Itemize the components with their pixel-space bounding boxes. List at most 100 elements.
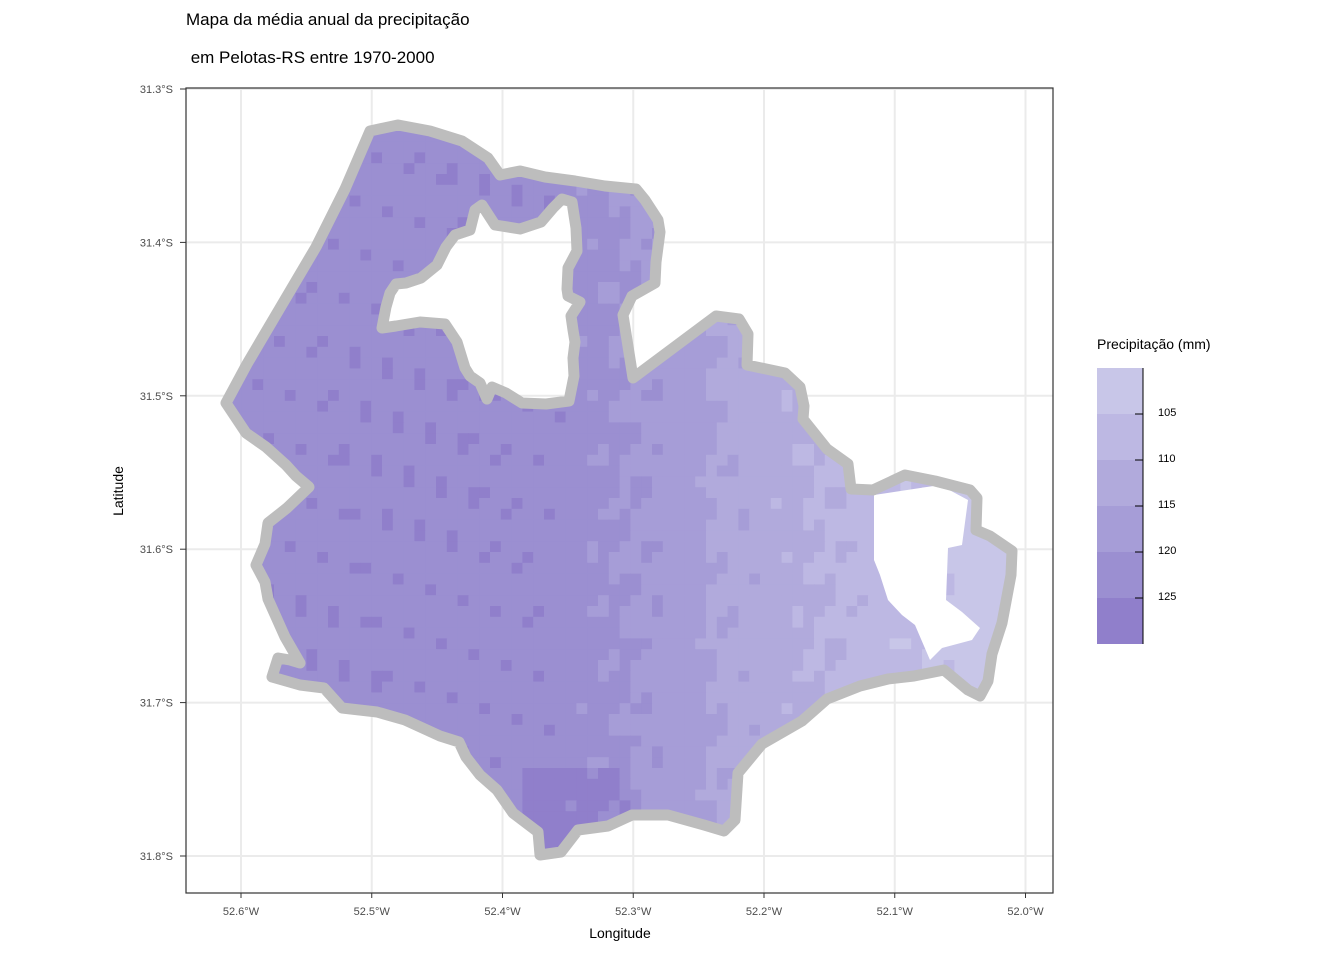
raster-cell <box>814 314 826 326</box>
raster-cell <box>522 746 534 758</box>
raster-cell <box>565 444 577 456</box>
raster-cell <box>846 249 858 261</box>
raster-cell <box>544 476 556 488</box>
raster-cell <box>522 703 534 715</box>
raster-cell <box>684 260 696 272</box>
raster-cell <box>770 465 783 477</box>
raster-cell <box>976 714 988 726</box>
raster-cell <box>824 411 837 423</box>
raster-cell <box>619 541 631 553</box>
raster-cell <box>814 368 826 380</box>
raster-cell <box>922 174 934 186</box>
raster-cell <box>911 368 923 380</box>
raster-cell <box>490 303 502 315</box>
raster-cell <box>1008 746 1012 758</box>
raster-cell <box>727 498 739 510</box>
raster-cell <box>598 390 610 402</box>
raster-cell <box>716 487 729 499</box>
raster-cell <box>641 789 653 801</box>
raster-cell <box>835 141 847 153</box>
raster-cell <box>673 670 685 683</box>
raster-cell <box>878 832 891 845</box>
raster-cell <box>824 757 837 769</box>
raster-cell <box>360 508 372 521</box>
raster-cell <box>252 303 264 315</box>
raster-cell <box>349 649 361 661</box>
raster-cell <box>965 465 977 477</box>
raster-cell <box>360 778 372 791</box>
raster-cell <box>349 260 361 272</box>
raster-cell <box>490 368 502 380</box>
raster-cell <box>673 357 685 369</box>
raster-cell <box>457 822 469 834</box>
raster-cell <box>727 552 739 564</box>
raster-cell <box>598 757 610 769</box>
raster-cell <box>576 141 588 153</box>
raster-cell <box>490 519 502 531</box>
raster-cell <box>986 228 999 240</box>
raster-cell <box>576 800 588 812</box>
raster-cell <box>738 476 750 488</box>
raster-cell <box>716 768 729 780</box>
raster-cell <box>900 379 912 391</box>
raster-cell <box>608 573 621 585</box>
raster-cell <box>954 454 966 467</box>
raster-cell <box>781 768 793 780</box>
raster-cell <box>425 508 437 521</box>
raster-cell <box>252 649 264 661</box>
raster-cell <box>997 768 1009 780</box>
raster-cell <box>598 260 610 272</box>
raster-cell <box>652 303 664 315</box>
raster-cell <box>954 163 966 175</box>
raster-cell <box>1008 174 1012 186</box>
raster-cell <box>824 562 837 575</box>
raster-cell <box>263 152 275 164</box>
raster-cell <box>317 616 329 629</box>
raster-cell <box>608 314 621 326</box>
raster-cell <box>749 303 761 315</box>
raster-cell <box>630 757 642 769</box>
raster-cell <box>619 400 631 413</box>
raster-cell <box>824 638 837 650</box>
raster-cell <box>781 325 793 337</box>
raster-cell <box>414 487 426 499</box>
raster-cell <box>716 789 729 801</box>
raster-cell <box>468 670 480 683</box>
raster-cell <box>554 822 567 834</box>
raster-cell <box>911 800 923 812</box>
raster-cell <box>371 811 383 823</box>
raster-cell <box>295 724 307 737</box>
raster-cell <box>900 195 912 207</box>
raster-cell <box>846 303 858 315</box>
raster-cell <box>371 616 383 629</box>
raster-cell <box>749 595 761 607</box>
raster-cell <box>479 400 491 413</box>
raster-cell <box>727 368 739 380</box>
raster-cell <box>954 811 966 823</box>
raster-cell <box>500 476 513 488</box>
raster-cell <box>976 595 988 607</box>
raster-cell <box>457 195 469 207</box>
raster-cell <box>954 411 966 423</box>
raster-cell <box>932 336 945 348</box>
raster-cell <box>317 476 329 488</box>
raster-cell <box>943 400 955 413</box>
raster-cell <box>436 184 448 197</box>
raster-cell <box>878 195 891 207</box>
raster-cell <box>576 487 588 499</box>
raster-cell <box>446 411 459 423</box>
raster-cell <box>695 444 707 456</box>
raster-cell <box>868 282 880 294</box>
raster-cell <box>490 141 502 153</box>
raster-cell <box>565 649 577 661</box>
raster-cell <box>662 454 675 467</box>
raster-cell <box>576 649 588 661</box>
raster-cell <box>652 703 664 715</box>
raster-cell <box>457 573 469 585</box>
raster-cell <box>695 368 707 380</box>
raster-cell <box>911 238 923 251</box>
raster-cell <box>695 282 707 294</box>
raster-cell <box>511 152 523 164</box>
raster-cell <box>608 638 621 650</box>
raster-cell <box>360 228 372 240</box>
